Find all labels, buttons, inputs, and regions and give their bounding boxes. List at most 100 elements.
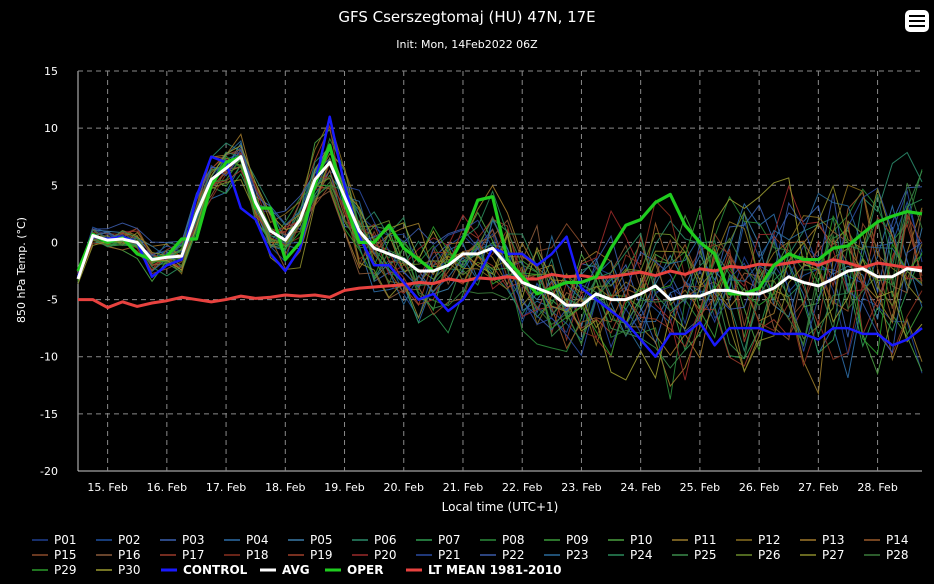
legend-label: P30 — [118, 563, 141, 577]
legend-item-p17[interactable]: P17 — [160, 548, 205, 562]
legend-item-p03[interactable]: P03 — [160, 533, 205, 547]
legend-item-p25[interactable]: P25 — [672, 548, 717, 562]
y-tick-label: -5 — [47, 294, 58, 307]
x-axis-ticks: 15. Feb 16. Feb 17. Feb 18. Feb 19. Feb 20. F… — [87, 481, 897, 494]
legend-item-p26[interactable]: P26 — [736, 548, 781, 562]
legend-label: P10 — [630, 533, 653, 547]
y-tick-label: 0 — [51, 236, 58, 249]
x-tick-label: 19. Feb — [324, 481, 364, 494]
legend-item-p28[interactable]: P28 — [864, 548, 909, 562]
legend-label: P28 — [886, 548, 909, 562]
x-tick-label: 26. Feb — [739, 481, 779, 494]
x-axis-label: Local time (UTC+1) — [442, 500, 559, 514]
x-tick-label: 17. Feb — [206, 481, 246, 494]
legend-item-lt-mean-1981-2010[interactable]: LT MEAN 1981-2010 — [406, 563, 561, 577]
legend-item-avg[interactable]: AVG — [260, 563, 310, 577]
legend-item-p18[interactable]: P18 — [224, 548, 269, 562]
legend-item-p29[interactable]: P29 — [32, 563, 77, 577]
legend-item-p15[interactable]: P15 — [32, 548, 77, 562]
legend: P01 P02 P03 P04 P05 P06 P07 P08 P09 P10 P11 P12 P13 P… — [32, 533, 909, 577]
legend-label: P23 — [566, 548, 589, 562]
x-tick-label: 21. Feb — [443, 481, 483, 494]
chart-title: GFS Cserszegtomaj (HU) 47N, 17E — [338, 8, 596, 26]
legend-label: P05 — [310, 533, 333, 547]
y-axis-ticks: 15 10 5 0 -5 -10 -15 -20 — [40, 65, 58, 478]
y-axis-label: 850 hPa Temp. (°C) — [15, 217, 28, 323]
legend-label: CONTROL — [183, 563, 248, 577]
ensemble-line-p30 — [77, 143, 923, 381]
legend-item-p09[interactable]: P09 — [544, 533, 589, 547]
legend-item-p13[interactable]: P13 — [800, 533, 845, 547]
ensemble-line-p28 — [77, 155, 923, 347]
x-tick-label: 16. Feb — [147, 481, 187, 494]
series-line-control — [76, 115, 923, 358]
y-tick-label: 15 — [44, 65, 58, 78]
legend-label: P19 — [310, 548, 333, 562]
y-tick-label: -10 — [40, 351, 58, 364]
x-tick-label: 20. Feb — [384, 481, 424, 494]
legend-item-p06[interactable]: P06 — [352, 533, 397, 547]
x-tick-label: 28. Feb — [857, 481, 897, 494]
legend-label: P06 — [374, 533, 397, 547]
legend-label: P25 — [694, 548, 717, 562]
legend-label: P29 — [54, 563, 77, 577]
legend-label: P18 — [246, 548, 269, 562]
legend-label: P20 — [374, 548, 397, 562]
legend-item-p02[interactable]: P02 — [96, 533, 141, 547]
legend-item-p22[interactable]: P22 — [480, 548, 525, 562]
ensemble-lines — [77, 119, 923, 400]
legend-label: P27 — [822, 548, 845, 562]
legend-item-p10[interactable]: P10 — [608, 533, 653, 547]
legend-item-p27[interactable]: P27 — [800, 548, 845, 562]
legend-item-p30[interactable]: P30 — [96, 563, 141, 577]
series-line-avg — [76, 155, 923, 307]
legend-label: P08 — [502, 533, 525, 547]
ensemble-line-p29 — [77, 155, 923, 357]
x-tick-label: 27. Feb — [798, 481, 838, 494]
y-tick-label: -15 — [40, 408, 58, 421]
legend-label: P16 — [118, 548, 141, 562]
legend-item-p07[interactable]: P07 — [416, 533, 461, 547]
legend-item-p12[interactable]: P12 — [736, 533, 781, 547]
y-tick-label: 10 — [44, 122, 58, 135]
legend-item-oper[interactable]: OPER — [325, 563, 383, 577]
legend-label: P24 — [630, 548, 653, 562]
legend-item-p14[interactable]: P14 — [864, 533, 909, 547]
legend-item-p01[interactable]: P01 — [32, 533, 77, 547]
hamburger-menu-icon[interactable] — [905, 10, 929, 32]
y-tick-label: 5 — [51, 179, 58, 192]
legend-item-control[interactable]: CONTROL — [161, 563, 248, 577]
legend-item-p23[interactable]: P23 — [544, 548, 589, 562]
legend-label: P26 — [758, 548, 781, 562]
legend-label: P21 — [438, 548, 461, 562]
legend-item-p20[interactable]: P20 — [352, 548, 397, 562]
legend-label: OPER — [347, 563, 383, 577]
legend-item-p16[interactable]: P16 — [96, 548, 141, 562]
legend-label: P13 — [822, 533, 845, 547]
legend-label: P04 — [246, 533, 269, 547]
legend-label: P15 — [54, 548, 77, 562]
y-tick-label: -20 — [40, 465, 58, 478]
legend-item-p24[interactable]: P24 — [608, 548, 653, 562]
x-tick-label: 22. Feb — [502, 481, 542, 494]
x-tick-label: 15. Feb — [87, 481, 127, 494]
legend-label: P22 — [502, 548, 525, 562]
legend-label: P02 — [118, 533, 141, 547]
legend-item-p05[interactable]: P05 — [288, 533, 333, 547]
legend-label: P11 — [694, 533, 717, 547]
chart-subtitle: Init: Mon, 14Feb2022 06Z — [396, 38, 538, 51]
legend-label: P01 — [54, 533, 77, 547]
ensemble-line-p20 — [77, 152, 923, 381]
legend-item-p11[interactable]: P11 — [672, 533, 717, 547]
legend-item-p21[interactable]: P21 — [416, 548, 461, 562]
legend-item-p08[interactable]: P08 — [480, 533, 525, 547]
ensemble-line-p18 — [77, 152, 923, 368]
legend-item-p04[interactable]: P04 — [224, 533, 269, 547]
legend-label: AVG — [282, 563, 310, 577]
x-tick-label: 23. Feb — [561, 481, 601, 494]
ensemble-line-p13 — [77, 133, 923, 360]
series-line-lt-mean-1981-2010 — [78, 258, 922, 310]
legend-item-p19[interactable]: P19 — [288, 548, 333, 562]
legend-label: P03 — [182, 533, 205, 547]
